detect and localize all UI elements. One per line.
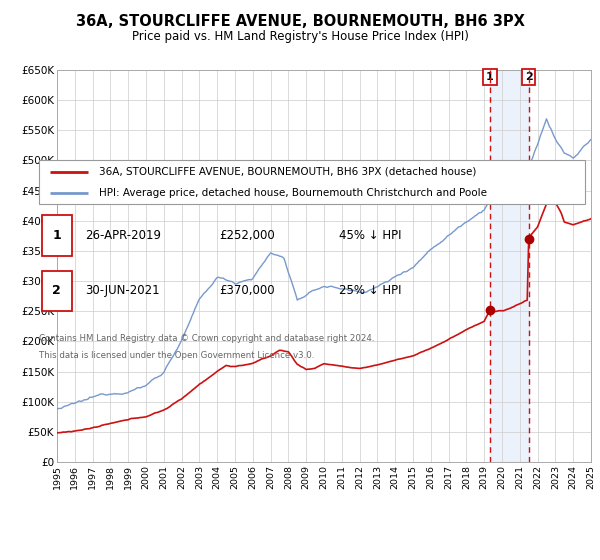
Text: £252,000: £252,000: [219, 229, 275, 242]
Bar: [490, 70, 529, 462]
Text: HPI: Average price, detached house, Bournemouth Christchurch and Poole: HPI: Average price, detached house, Bour…: [99, 188, 487, 198]
Text: 36A, STOURCLIFFE AVENUE, BOURNEMOUTH, BH6 3PX (detached house): 36A, STOURCLIFFE AVENUE, BOURNEMOUTH, BH…: [99, 167, 476, 177]
Text: Contains HM Land Registry data © Crown copyright and database right 2024.: Contains HM Land Registry data © Crown c…: [39, 334, 374, 343]
Text: 25% ↓ HPI: 25% ↓ HPI: [340, 284, 402, 297]
Text: £370,000: £370,000: [219, 284, 275, 297]
Text: 2: 2: [525, 72, 533, 82]
Text: 45% ↓ HPI: 45% ↓ HPI: [340, 229, 402, 242]
Text: This data is licensed under the Open Government Licence v3.0.: This data is licensed under the Open Gov…: [39, 351, 314, 360]
Text: 36A, STOURCLIFFE AVENUE, BOURNEMOUTH, BH6 3PX: 36A, STOURCLIFFE AVENUE, BOURNEMOUTH, BH…: [76, 14, 524, 29]
Text: 2: 2: [52, 284, 61, 297]
Text: 1: 1: [52, 229, 61, 242]
Text: 1: 1: [486, 72, 494, 82]
Text: Price paid vs. HM Land Registry's House Price Index (HPI): Price paid vs. HM Land Registry's House …: [131, 30, 469, 43]
Bar: [42, 270, 72, 311]
Bar: [42, 215, 72, 256]
Text: 30-JUN-2021: 30-JUN-2021: [85, 284, 160, 297]
Text: 26-APR-2019: 26-APR-2019: [85, 229, 161, 242]
